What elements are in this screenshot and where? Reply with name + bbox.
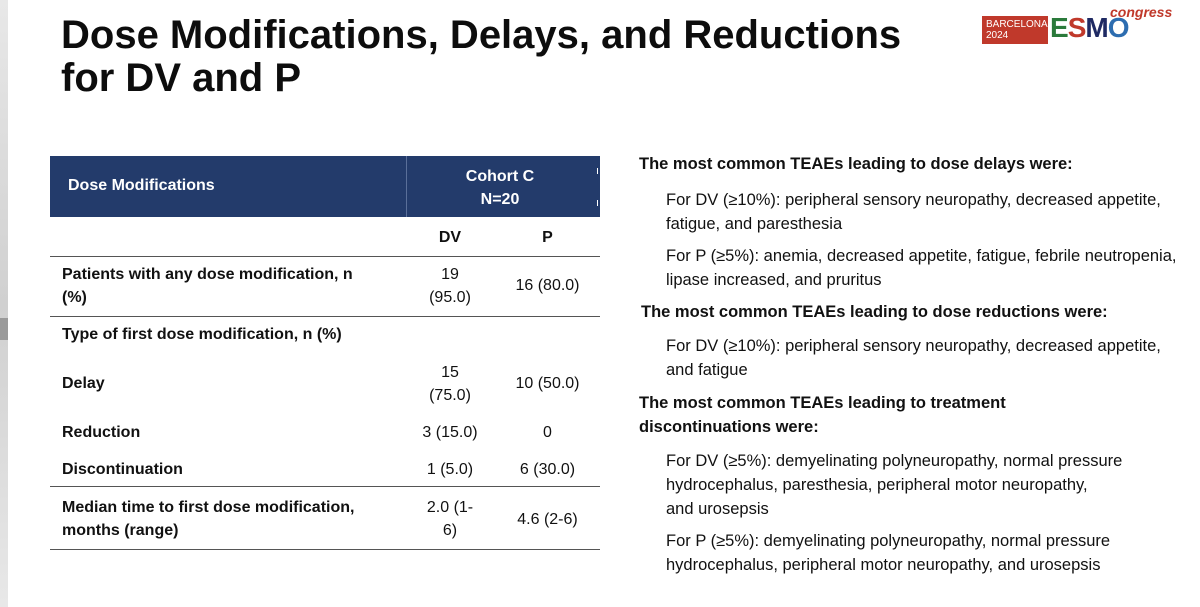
row-divider (50, 486, 600, 487)
table-header: Dose Modifications Cohort C N=20 (50, 156, 600, 217)
logo-letter-s: S (1067, 12, 1087, 43)
cell-line: 6) (442, 522, 458, 539)
col-header-dv: DV (438, 229, 462, 246)
header-cohort-c: Cohort C N=20 (420, 165, 580, 211)
delays-heading: The most common TEAEs leading to dose de… (639, 155, 1073, 173)
table-bottom-rule (50, 549, 600, 550)
heading-line: The most common TEAEs leading to treatme… (639, 394, 1006, 412)
row-label-line: months (range) (62, 522, 179, 539)
text-line: lipase increased, and pruritus (666, 271, 882, 289)
text-line: For DV (≥5%): demyelinating polyneuropat… (666, 452, 1123, 470)
text-line: and fatigue (666, 361, 748, 379)
delays-p-text: For P (≥5%): anemia, decreased appetite,… (666, 244, 1176, 292)
col-header-p: P (542, 229, 553, 246)
logo-year: 2024 (986, 30, 1009, 41)
logo-letter-o: O (1107, 12, 1130, 43)
text-line: For P (≥5%): anemia, decreased appetite,… (666, 247, 1177, 265)
discontinuations-heading: The most common TEAEs leading to treatme… (639, 391, 1006, 439)
cell-delay-dv: 15 (75.0) (405, 361, 495, 407)
row-divider (50, 256, 600, 257)
cell-line: (95.0) (429, 289, 471, 306)
row-divider (50, 316, 600, 317)
cell-reduction-dv: 3 (15.0) (422, 424, 478, 441)
slide-edge (0, 0, 8, 607)
esmo-congress-logo: BARCELONA 2024 ESMO congress (980, 4, 1172, 46)
cell-any-mod-dv: 19 (95.0) (405, 263, 495, 309)
cell-line: 2.0 (1- (426, 499, 474, 516)
cell-discontinuation-p: 6 (30.0) (519, 461, 576, 478)
text-line: and urosepsis (666, 500, 769, 518)
logo-location-box: BARCELONA 2024 (982, 16, 1048, 44)
cell-delay-p: 10 (50.0) (515, 375, 580, 392)
slide-edge-marker (0, 318, 8, 340)
text-line: hydrocephalus, peripheral motor neuropat… (666, 556, 1101, 574)
cell-line: 15 (441, 364, 459, 381)
logo-esmo-wordmark: ESMO (1050, 12, 1130, 44)
discontinuations-p-text: For P (≥5%): demyelinating polyneuropath… (666, 529, 1110, 577)
row-label-median-time: Median time to first dose modification, … (62, 496, 354, 542)
text-line: For DV (≥10%): peripheral sensory neurop… (666, 191, 1161, 209)
row-label-line: Patients with any dose modification, n (62, 266, 353, 283)
cell-median-time-p: 4.6 (2-6) (517, 511, 578, 528)
header-cohort-n: N=20 (480, 191, 520, 208)
cell-line: 19 (441, 266, 459, 283)
text-line: For P (≥5%): demyelinating polyneuropath… (666, 532, 1111, 550)
logo-city: BARCELONA (986, 19, 1048, 30)
row-label-discontinuation: Discontinuation (62, 461, 183, 478)
header-cutoff-marks (595, 164, 600, 206)
row-label-reduction: Reduction (62, 424, 141, 441)
row-label-type-first: Type of first dose modification, n (%) (62, 326, 342, 343)
logo-letter-m: M (1085, 12, 1108, 43)
heading-line: discontinuations were: (639, 418, 819, 436)
cell-any-mod-p: 16 (80.0) (515, 277, 580, 294)
cell-reduction-p: 0 (543, 424, 552, 441)
cell-discontinuation-dv: 1 (5.0) (426, 461, 474, 478)
text-line: fatigue, and paresthesia (666, 215, 843, 233)
discontinuations-dv-text: For DV (≥5%): demyelinating polyneuropat… (666, 449, 1122, 521)
slide-title: Dose Modifications, Delays, and Reductio… (61, 14, 901, 100)
row-label-line: Median time to first dose modification, (62, 499, 355, 516)
header-divider (406, 156, 407, 217)
slide-title-line-1: Dose Modifications, Delays, and Reductio… (61, 13, 902, 57)
logo-congress-text: congress (1110, 4, 1173, 20)
header-dose-modifications: Dose Modifications (68, 177, 215, 194)
header-cohort-label: Cohort C (465, 168, 535, 185)
cell-line: (75.0) (429, 387, 471, 404)
row-label-any-modification: Patients with any dose modification, n (… (62, 263, 353, 309)
text-line: hydrocephalus, paresthesia, peripheral m… (666, 476, 1088, 494)
cell-median-time-dv: 2.0 (1- 6) (405, 496, 495, 542)
row-label-line: (%) (62, 289, 87, 306)
row-label-delay: Delay (62, 375, 105, 392)
slide-title-line-2: for DV and P (61, 56, 302, 100)
delays-dv-text: For DV (≥10%): peripheral sensory neurop… (666, 188, 1161, 236)
reductions-heading: The most common TEAEs leading to dose re… (641, 303, 1108, 321)
text-line: For DV (≥10%): peripheral sensory neurop… (666, 337, 1161, 355)
reductions-dv-text: For DV (≥10%): peripheral sensory neurop… (666, 334, 1161, 382)
logo-letter-e: E (1050, 12, 1069, 43)
